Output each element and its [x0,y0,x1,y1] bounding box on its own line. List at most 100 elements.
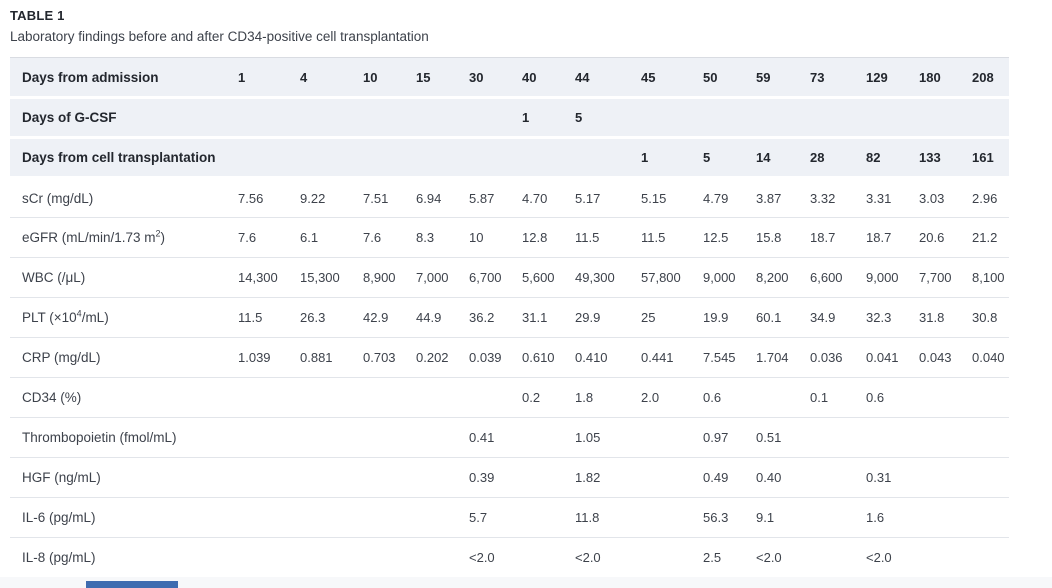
table-cell: 15,300 [290,257,353,298]
table-cell [290,377,353,418]
table-cell: 0.51 [746,417,800,458]
table-cell: 9,000 [856,257,909,298]
table-cell [290,417,353,458]
table-row: eGFR (mL/min/1.73 m2) 7.6 6.1 7.6 8.3 10 12.8 1… [10,217,1009,258]
table-cell: 31.1 [512,297,565,338]
table-cell [459,97,512,139]
table-row: PLT (×104/mL) 11.5 26.3 42.9 44.9 36.2 31.1 29.… [10,297,1009,338]
superscript: 2 [155,228,161,239]
table-cell: 0.441 [631,337,693,378]
table-cell: 9.1 [746,497,800,538]
table-cell [290,537,353,579]
row-label: Days from admission [10,57,228,99]
table-cell: 5,600 [512,257,565,298]
table-cell: <2.0 [856,537,909,579]
table-row: CRP (mg/dL) 1.039 0.881 0.703 0.202 0.039 0.61… [10,337,1009,378]
table-cell: 129 [856,57,909,99]
row-label: IL-8 (pg/mL) [10,537,228,579]
table-cell: 7.6 [353,217,406,258]
footer-strip [0,577,1052,588]
table-cell [693,97,746,139]
table-cell: 0.2 [512,377,565,418]
table-cell: 12.5 [693,217,746,258]
table-row: Days of G-CSF 1 5 [10,97,1009,139]
table-row: Days from admission 1 4 10 15 30 40 44 45 50 59 73 1… [10,57,1009,99]
table-cell: 1.6 [856,497,909,538]
table-cell [406,377,459,418]
table-cell: 1 [228,57,290,99]
table-cell: 10 [353,57,406,99]
table-cell: 5.7 [459,497,512,538]
table-cell: 6,600 [800,257,856,298]
table-cell: 56.3 [693,497,746,538]
table-cell: 5.87 [459,177,512,218]
table-cell [909,457,962,498]
table-cell: 0.881 [290,337,353,378]
table-cell: 30.8 [962,297,1009,338]
table-cell: 29.9 [565,297,631,338]
table-cell: 18.7 [856,217,909,258]
table-cell: 8.3 [406,217,459,258]
table-cell [800,97,856,139]
row-label: eGFR (mL/min/1.73 m2) [10,217,228,258]
table-cell [353,377,406,418]
row-label: Days from cell transplantation [10,137,228,179]
row-label: PLT (×104/mL) [10,297,228,338]
table-cell: 44 [565,57,631,99]
table-cell [512,497,565,538]
table-cell: 8,100 [962,257,1009,298]
table-cell: 9.22 [290,177,353,218]
table-cell: 7.56 [228,177,290,218]
table-cell: 161 [962,137,1009,179]
table-cell: 0.97 [693,417,746,458]
table-cell [909,537,962,579]
row-label: WBC (/μL) [10,257,228,298]
table-cell: 6.1 [290,217,353,258]
table-cell: 60.1 [746,297,800,338]
table-cell [631,497,693,538]
table-body: Days from admission 1 4 10 15 30 40 44 45 50 59 73 1… [10,57,1009,579]
table-cell [631,417,693,458]
table-row: WBC (/μL) 14,300 15,300 8,900 7,000 6,700 5,60… [10,257,1009,298]
table-cell: 19.9 [693,297,746,338]
table-cell [406,497,459,538]
table-cell [909,377,962,418]
table-cell [353,97,406,139]
table-cell: 11.8 [565,497,631,538]
table-cell [800,417,856,458]
table-cell: 0.043 [909,337,962,378]
table-cell [353,457,406,498]
table-cell: 25 [631,297,693,338]
table-cell: 0.6 [856,377,909,418]
table-cell: 0.39 [459,457,512,498]
table-cell [353,417,406,458]
table-cell [459,377,512,418]
table-cell [228,97,290,139]
table-cell [856,417,909,458]
table-cell: 82 [856,137,909,179]
table-cell: 32.3 [856,297,909,338]
table-cell: <2.0 [565,537,631,579]
table-cell [228,537,290,579]
table-row: Thrombopoietin (fmol/mL) 0.41 1.05 0.97 0.51 [10,417,1009,458]
table-cell: 9,000 [693,257,746,298]
table-cell [800,457,856,498]
table-cell: 3.31 [856,177,909,218]
table-cell [290,97,353,139]
table-cell: 4.70 [512,177,565,218]
table-cell [909,97,962,139]
table-cell: 6.94 [406,177,459,218]
table-cell [631,537,693,579]
row-label: Thrombopoietin (fmol/mL) [10,417,228,458]
table-cell [962,537,1009,579]
table-cell: 133 [909,137,962,179]
table-cell: 3.87 [746,177,800,218]
table-cell: 28 [800,137,856,179]
table-cell: 0.202 [406,337,459,378]
table-cell [800,537,856,579]
table-row: HGF (ng/mL) 0.39 1.82 0.49 0.40 0.31 [10,457,1009,498]
table-cell: 7,700 [909,257,962,298]
table-cell [228,497,290,538]
table-cell: 11.5 [565,217,631,258]
